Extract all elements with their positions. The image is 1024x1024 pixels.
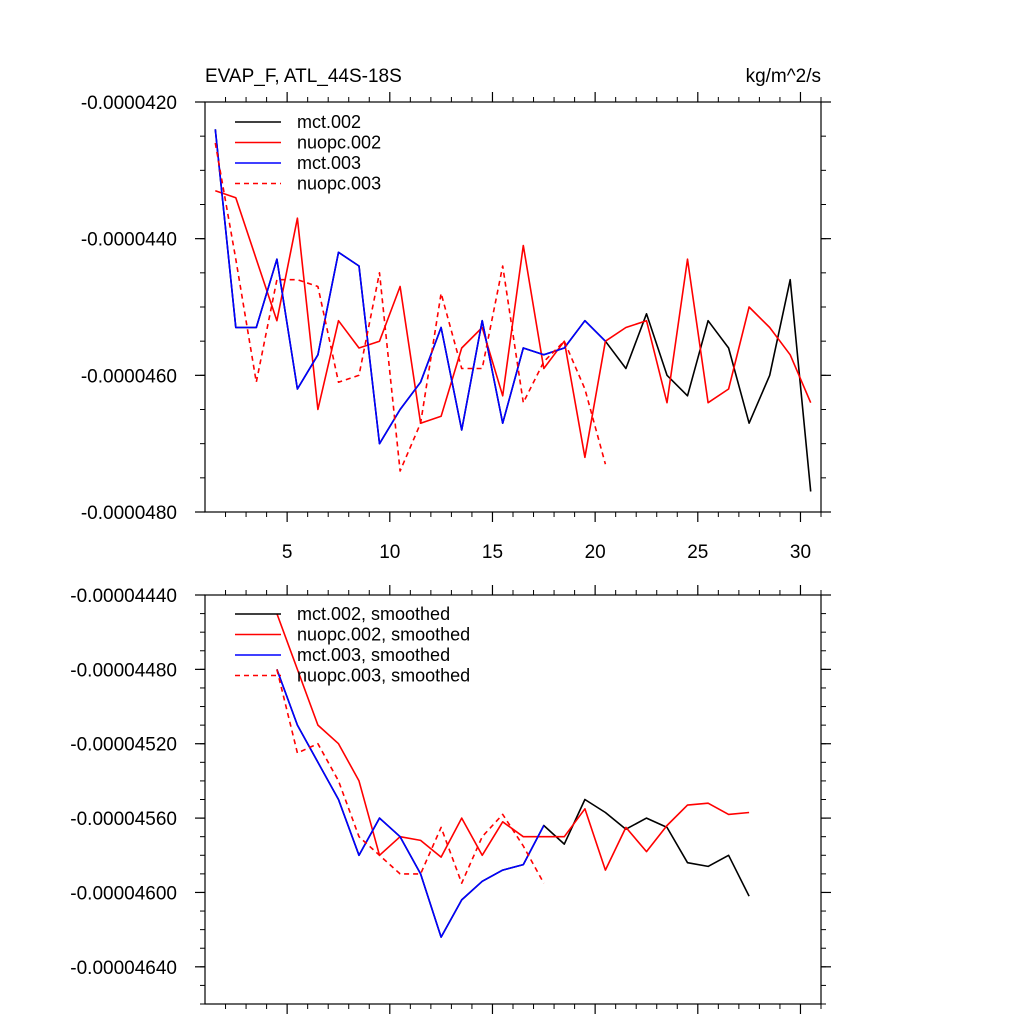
series-line-nuopc-003-smoothed — [276, 669, 545, 885]
legend-label: mct.003 — [297, 153, 361, 173]
series-line-mct-002-smoothed — [276, 669, 750, 938]
y-tick-label: -0.00004440 — [70, 586, 177, 607]
y-tick-label: -0.0000460 — [81, 366, 177, 387]
y-tick-label: -0.00004640 — [70, 958, 177, 979]
top-title-right: kg/m^2/s — [746, 66, 821, 87]
legend-label: mct.002, smoothed — [297, 604, 450, 624]
legend-label: mct.003, smoothed — [297, 645, 450, 665]
x-tick-label: 10 — [379, 542, 400, 563]
x-tick-label: 20 — [585, 542, 606, 563]
legend-label: nuopc.003, smoothed — [297, 666, 470, 686]
top-panel: EVAP_F, ATL_44S-18S kg/m^2/s -0.0000420-… — [81, 66, 831, 563]
legend-label: nuopc.002 — [297, 133, 381, 153]
y-tick-label: -0.0000420 — [81, 93, 177, 114]
y-tick-label: -0.00004480 — [70, 660, 177, 681]
y-tick-label: -0.0000440 — [81, 230, 177, 251]
y-tick-label: -0.00004520 — [70, 735, 177, 756]
series-line-mct-003-smoothed — [276, 669, 545, 938]
x-tick-label: 15 — [482, 542, 503, 563]
bottom-panel: -0.00004440 -0.00004480 -0.00004520 -0.0000… — [70, 585, 831, 1014]
x-tick-label: 25 — [687, 542, 708, 563]
y-tick-label: -0.00004600 — [70, 883, 177, 904]
top-ticks: -0.0000420 -0.0000440 -0.0000460 -0.0000480… — [81, 92, 831, 563]
x-tick-label: 30 — [790, 542, 811, 563]
top-series — [214, 129, 812, 492]
legend-label: mct.002 — [297, 112, 361, 132]
series-line-nuopc-002 — [215, 190, 812, 459]
bottom-series — [276, 613, 750, 938]
legend-label: nuopc.003 — [297, 174, 381, 194]
y-tick-label: -0.00004560 — [70, 809, 177, 830]
x-tick-label: 5 — [282, 542, 293, 563]
series-line-mct-003 — [214, 129, 606, 445]
series-line-nuopc-003 — [214, 142, 607, 472]
bottom-ticks: -0.00004440 -0.00004480 -0.00004520 -0.0000… — [70, 585, 831, 1014]
legend-label: nuopc.002, smoothed — [297, 625, 470, 645]
y-tick-label: -0.0000480 — [81, 503, 177, 524]
top-title-left: EVAP_F, ATL_44S-18S — [205, 66, 402, 87]
